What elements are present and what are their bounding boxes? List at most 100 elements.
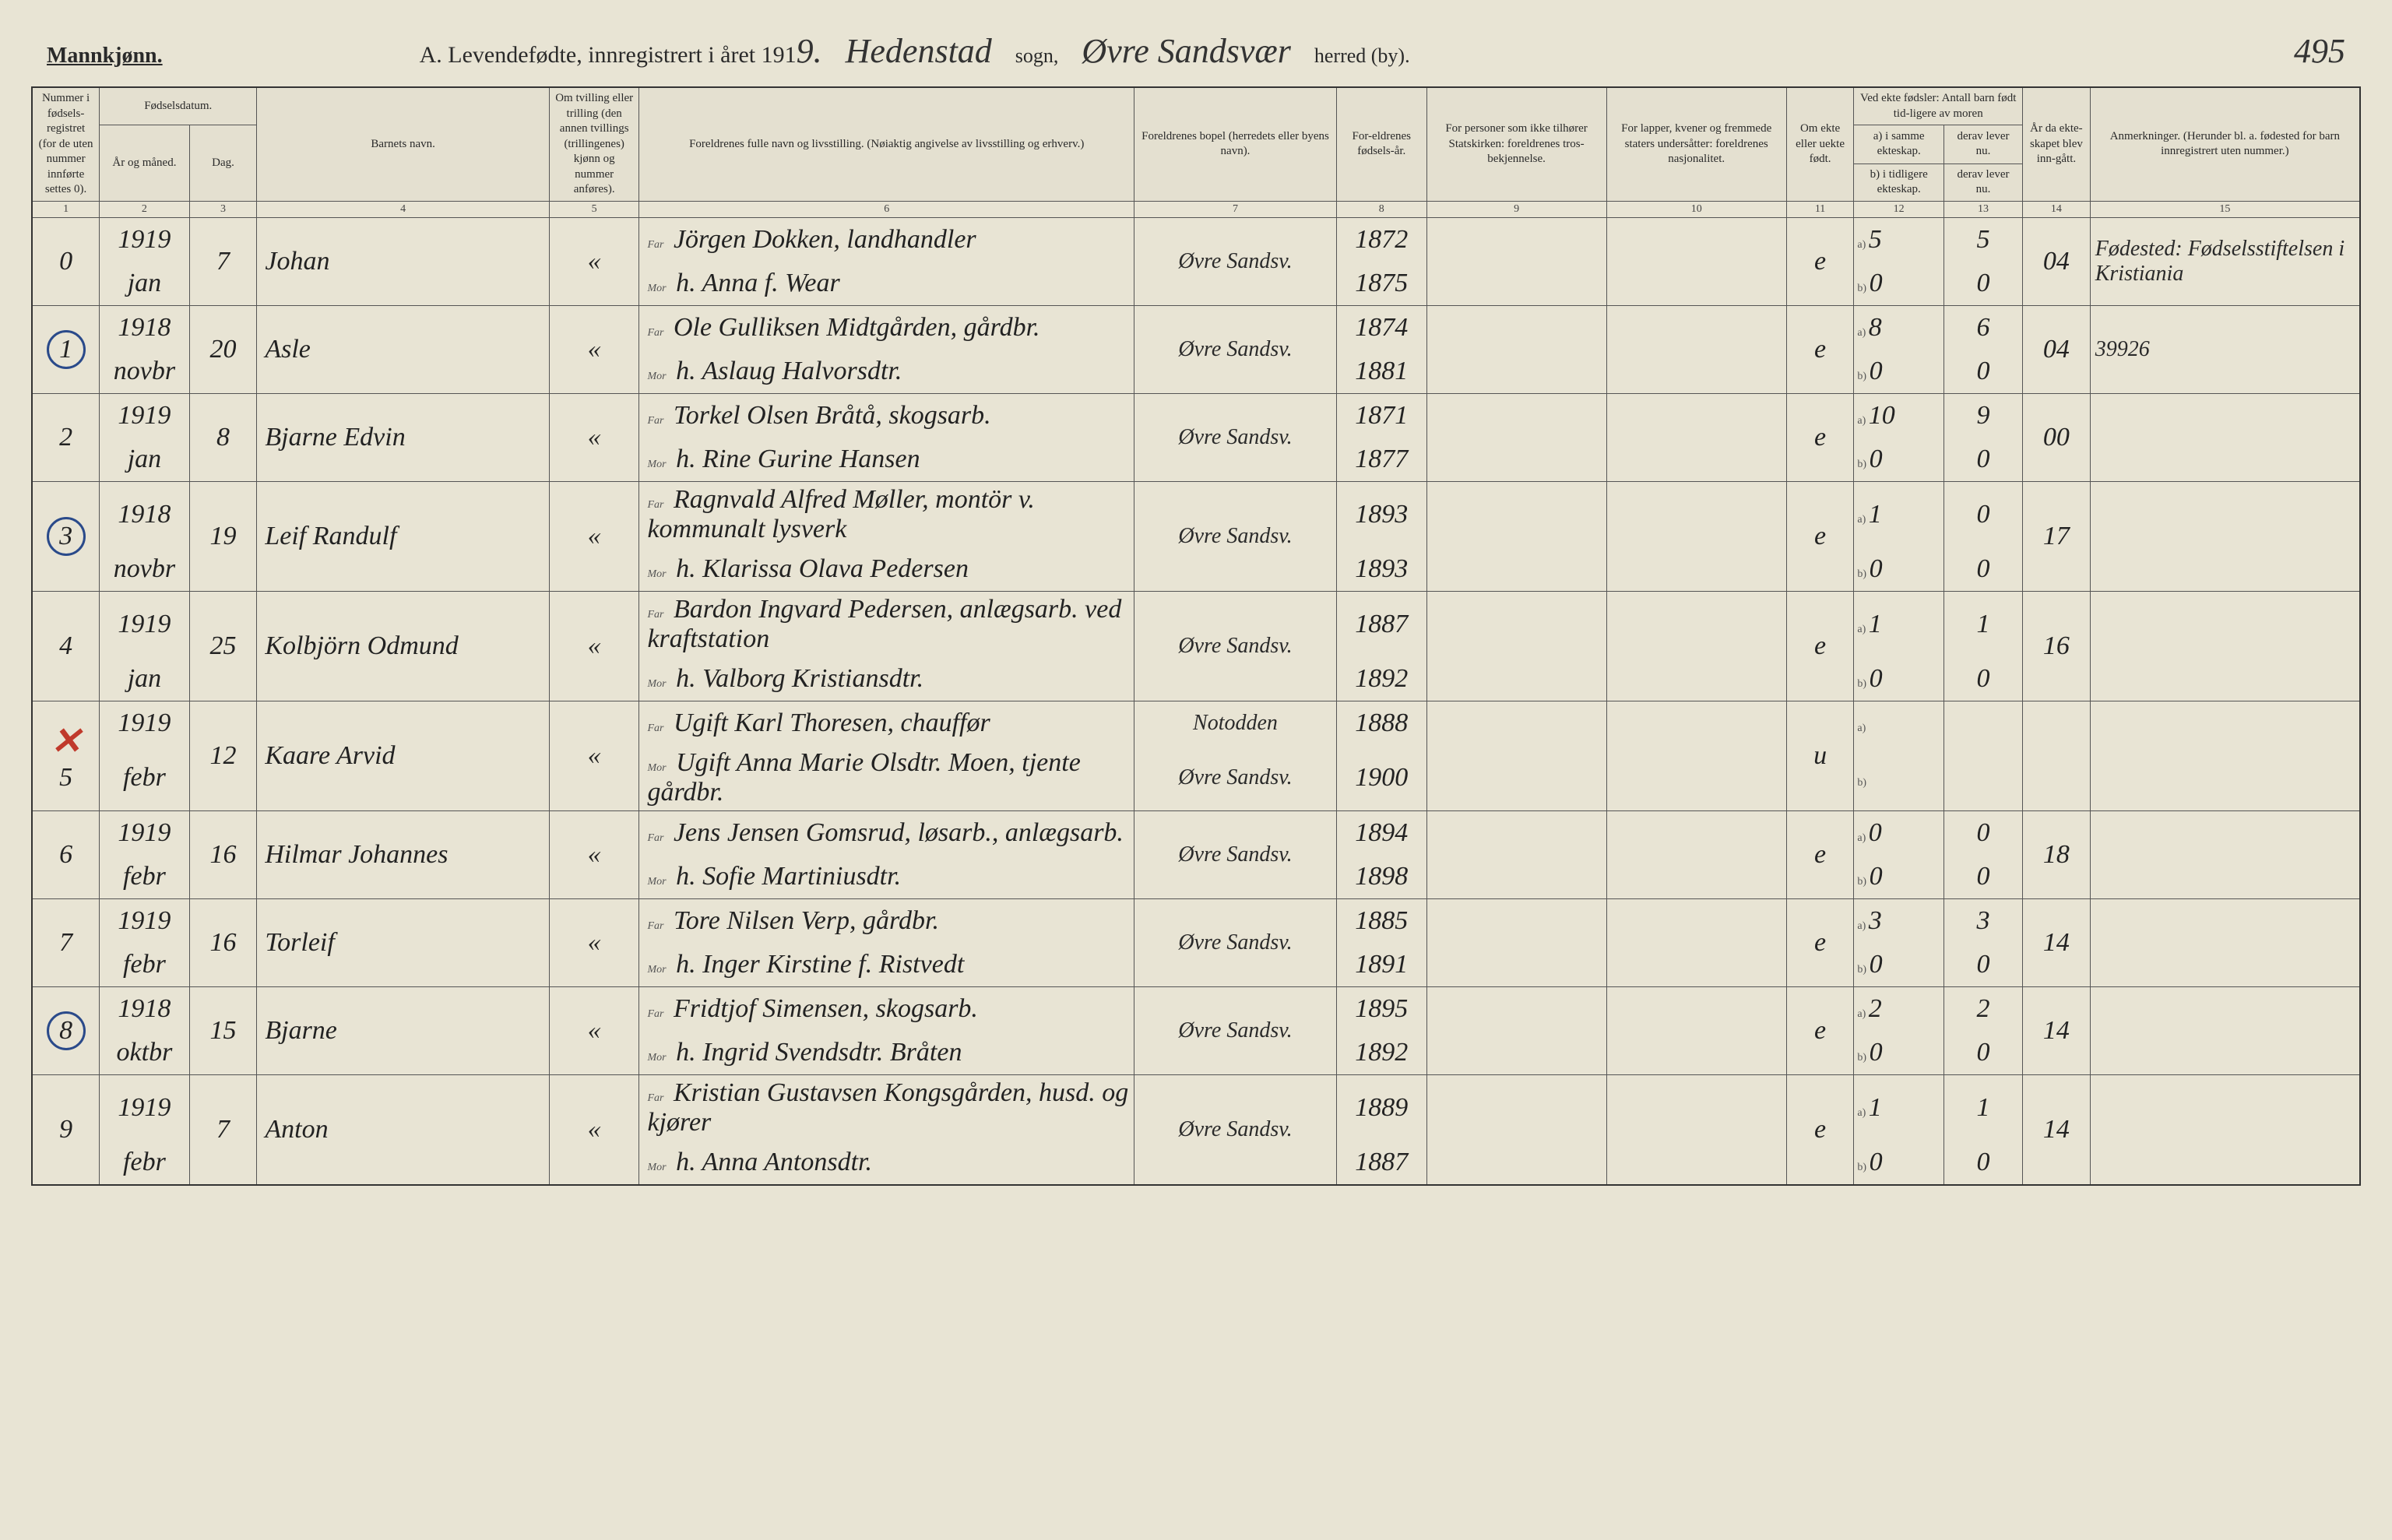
prev-children-a: a) 1 — [1854, 481, 1944, 547]
birth-day: 16 — [189, 898, 257, 986]
col-header-7: Foreldrenes bopel (herredets eller byens… — [1134, 87, 1337, 201]
mother-birth-year: 1898 — [1336, 855, 1426, 899]
child-name: Kolbjörn Odmund — [257, 591, 550, 701]
entry-number: 1 — [32, 305, 100, 393]
living-a: 1 — [1944, 591, 2022, 657]
col-header-6: Foreldrenes fulle navn og livsstilling. … — [639, 87, 1134, 201]
entry-number: 3 — [32, 481, 100, 591]
col-header-2b: Dag. — [189, 125, 257, 202]
legitimate: e — [1786, 393, 1854, 481]
twin-mark: « — [549, 393, 639, 481]
living-a: 2 — [1944, 986, 2022, 1031]
prev-children-b: b) 0 — [1854, 438, 1944, 482]
residence: Øvre Sandsv. — [1134, 1074, 1337, 1185]
father-name: Far Ragnvald Alfred Møller, montör v. ko… — [639, 481, 1134, 547]
remarks — [2090, 810, 2360, 898]
herred-label: herred (by). — [1314, 44, 1410, 68]
legitimate: e — [1786, 986, 1854, 1074]
birth-day: 16 — [189, 810, 257, 898]
father-birth-year: 1888 — [1336, 701, 1426, 745]
entry-number: 6 — [32, 810, 100, 898]
entry-number: 8 — [32, 986, 100, 1074]
birth-month: novbr — [100, 350, 190, 394]
prev-children-a: a) 5 — [1854, 217, 1944, 262]
circled-number: 8 — [47, 1011, 86, 1050]
mother-name: Mor h. Klarissa Olava Pedersen — [639, 547, 1134, 592]
birth-year: 1919 — [100, 393, 190, 438]
col-header-8: For-eldrenes fødsels-år. — [1336, 87, 1426, 201]
nationality — [1606, 217, 1786, 305]
mother-birth-year: 1892 — [1336, 1031, 1426, 1075]
col-header-12-top: Ved ekte fødsler: Antall barn født tid-l… — [1854, 87, 2023, 125]
twin-mark: « — [549, 1074, 639, 1185]
col-header-12b: b) i tidligere ekteskap. — [1854, 163, 1944, 201]
entry-number: 7 — [32, 898, 100, 986]
birth-day: 19 — [189, 481, 257, 591]
col-header-11: Om ekte eller uekte født. — [1786, 87, 1854, 201]
living-a: 1 — [1944, 1074, 2022, 1141]
twin-mark: « — [549, 305, 639, 393]
prev-children-a: a) 1 — [1854, 591, 1944, 657]
nationality — [1606, 481, 1786, 591]
entry-number: 2 — [32, 393, 100, 481]
prev-children-b: b) 0 — [1854, 547, 1944, 592]
living-b: 0 — [1944, 1141, 2022, 1185]
remarks — [2090, 481, 2360, 591]
mother-birth-year: 1891 — [1336, 943, 1426, 987]
legitimate: e — [1786, 591, 1854, 701]
nationality — [1606, 810, 1786, 898]
marriage-year: 16 — [2023, 591, 2091, 701]
prev-children-b: b) 0 — [1854, 262, 1944, 306]
living-b: 0 — [1944, 943, 2022, 987]
page-number: 495 — [2294, 31, 2345, 71]
record-row-top: 4191925Kolbjörn Odmund«Far Bardon Ingvar… — [32, 591, 2360, 657]
father-birth-year: 1874 — [1336, 305, 1426, 350]
confession — [1426, 810, 1606, 898]
birth-month: febr — [100, 1141, 190, 1185]
legitimate: e — [1786, 481, 1854, 591]
nationality — [1606, 591, 1786, 701]
residence-mother: Øvre Sandsv. — [1134, 745, 1337, 811]
living-a: 9 — [1944, 393, 2022, 438]
mother-birth-year: 1892 — [1336, 657, 1426, 701]
record-row-top: 3191819Leif Randulf«Far Ragnvald Alfred … — [32, 481, 2360, 547]
circled-number: 3 — [47, 517, 86, 556]
residence: Øvre Sandsv. — [1134, 305, 1337, 393]
birth-month: febr — [100, 855, 190, 899]
col-header-13b: derav lever nu. — [1944, 163, 2022, 201]
confession — [1426, 986, 1606, 1074]
child-name: Hilmar Johannes — [257, 810, 550, 898]
confession — [1426, 591, 1606, 701]
nationality — [1606, 305, 1786, 393]
mother-name: Mor h. Anna Antonsdtr. — [639, 1141, 1134, 1185]
remarks: 39926 — [2090, 305, 2360, 393]
prev-children-a: a) 8 — [1854, 305, 1944, 350]
living-b: 0 — [1944, 262, 2022, 306]
confession — [1426, 217, 1606, 305]
father-birth-year: 1885 — [1336, 898, 1426, 943]
prev-children-a: a) 2 — [1854, 986, 1944, 1031]
mother-name: Mor h. Sofie Martiniusdtr. — [639, 855, 1134, 899]
record-row-top: 919197Anton«Far Kristian Gustavsen Kongs… — [32, 1074, 2360, 1141]
prev-children-b: b) 0 — [1854, 657, 1944, 701]
mother-birth-year: 1881 — [1336, 350, 1426, 394]
twin-mark: « — [549, 481, 639, 591]
entry-number: 0 — [32, 217, 100, 305]
remarks — [2090, 898, 2360, 986]
title-year-digit: 9. — [797, 32, 822, 70]
residence: Notodden — [1134, 701, 1337, 745]
mother-birth-year: 1877 — [1336, 438, 1426, 482]
legitimate: e — [1786, 810, 1854, 898]
child-name: Asle — [257, 305, 550, 393]
mother-name: Mor h. Ingrid Svendsdtr. Bråten — [639, 1031, 1134, 1075]
herred-name: Øvre Sandsvær — [1082, 31, 1290, 71]
birth-day: 25 — [189, 591, 257, 701]
record-row-top: 8191815Bjarne«Far Fridtjof Simensen, sko… — [32, 986, 2360, 1031]
remarks: Fødested: Fødselsstiftelsen i Kristiania — [2090, 217, 2360, 305]
prev-children-a: a) 0 — [1854, 810, 1944, 855]
gender-label: Mannkjønn. — [47, 44, 163, 69]
residence: Øvre Sandsv. — [1134, 481, 1337, 591]
father-name: Far Torkel Olsen Bråtå, skogsarb. — [639, 393, 1134, 438]
marriage-year: 14 — [2023, 986, 2091, 1074]
living-a: 0 — [1944, 810, 2022, 855]
